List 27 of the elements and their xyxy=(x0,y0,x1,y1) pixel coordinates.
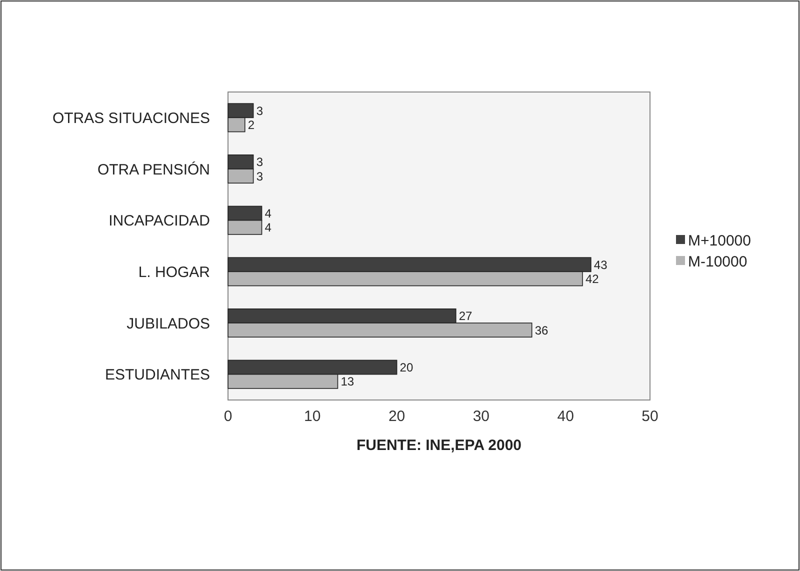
y-tick-label: ESTUDIANTES xyxy=(104,366,210,384)
legend-label: M+10000 xyxy=(688,232,751,250)
data-label: 43 xyxy=(594,258,608,272)
data-label: 3 xyxy=(256,155,264,170)
x-axis-title: FUENTE: INE,EPA 2000 xyxy=(356,437,522,454)
data-label: 3 xyxy=(256,104,264,118)
data-label: 4 xyxy=(264,220,272,235)
x-tick-label: 10 xyxy=(304,408,321,425)
x-tick-label: 40 xyxy=(557,408,574,425)
x-tick-label: 30 xyxy=(472,408,490,425)
x-tick-label: 0 xyxy=(224,408,232,425)
data-label: 13 xyxy=(340,374,354,389)
y-tick-label: OTRAS SITUACIONES xyxy=(52,110,210,127)
data-label: 2 xyxy=(248,118,255,132)
y-tick-label: JUBILADOS xyxy=(126,315,210,332)
y-tick-label: L. HOGAR xyxy=(138,264,210,281)
data-label: 36 xyxy=(534,323,549,338)
y-tick-label: OTRA PENSIÓN xyxy=(97,160,210,178)
data-label: 3 xyxy=(256,169,264,184)
x-tick-label: 50 xyxy=(642,408,658,425)
data-label: 27 xyxy=(458,309,473,324)
legend-label: M-10000 xyxy=(688,253,748,270)
data-label: 4 xyxy=(264,206,272,220)
data-label: 20 xyxy=(400,360,414,374)
y-tick-label: INCAPACIDAD xyxy=(108,212,210,230)
data-label: 42 xyxy=(585,272,600,286)
x-tick-label: 20 xyxy=(388,408,406,425)
